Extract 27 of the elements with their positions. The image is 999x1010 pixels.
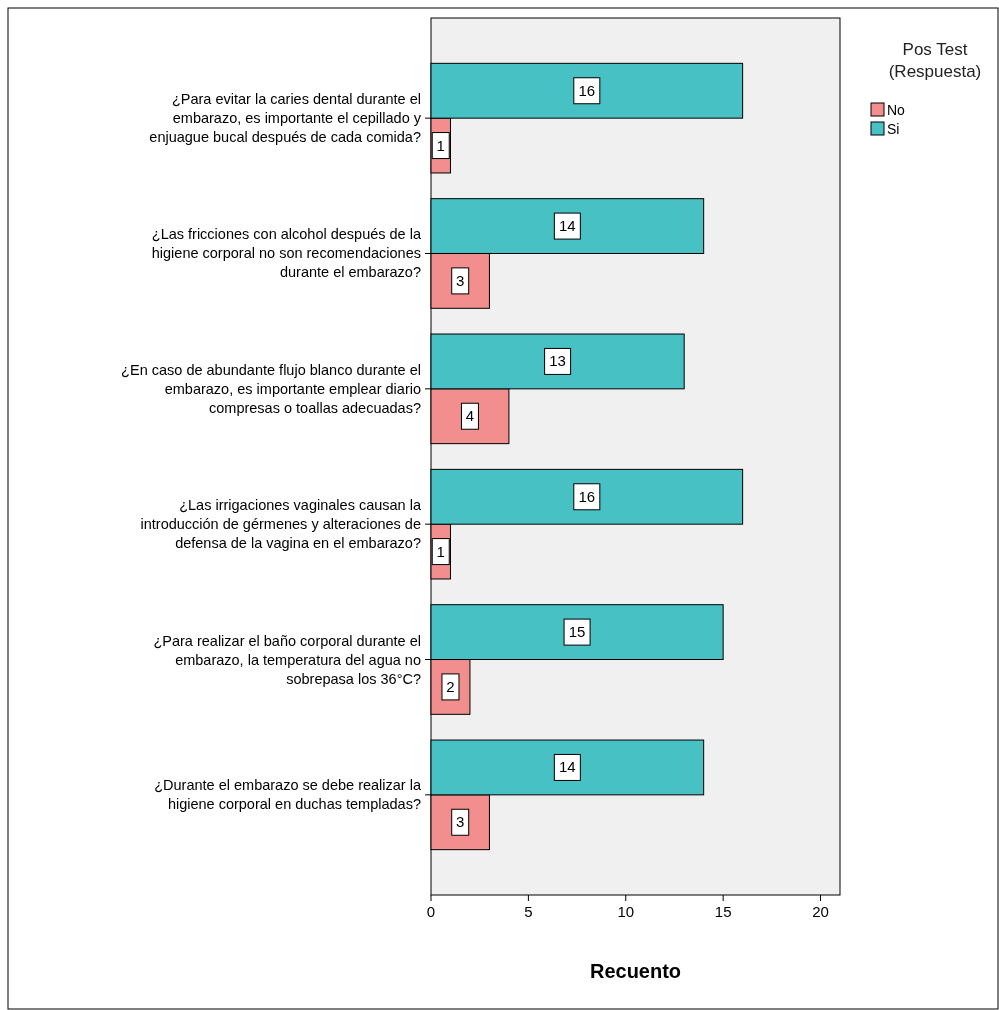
- data-label: 13: [549, 352, 566, 370]
- y-tick-label: ¿Para realizar el baño corporal durante el embarazo, la temperatura del agua no sobrepasa los 36°C?: [153, 632, 421, 687]
- x-tick-label: 20: [812, 903, 829, 920]
- y-tick-label: ¿Las irrigaciones vaginales causan la introducción de gérmenes y alteraciones de defensa de la vagina en el embarazo?: [140, 497, 422, 552]
- x-tick-label: 15: [714, 903, 732, 920]
- y-tick-label: ¿Las fricciones con alcohol después de la higiene corporal no son recomendaciones durante el embarazo?: [151, 226, 422, 281]
- data-label: 16: [578, 81, 596, 99]
- data-label: 15: [568, 623, 586, 641]
- legend-title: Pos Test (Respuesta): [888, 40, 982, 81]
- y-tick-label: ¿Durante el embarazo se debe realizar la higiene corporal en duchas templadas?: [154, 777, 422, 813]
- data-label: 4: [465, 407, 475, 425]
- y-tick-label: ¿En caso de abundante flujo blanco durante el embarazo, es importante emplear diario compresas o toallas adecuadas?: [121, 361, 421, 416]
- data-label: 14: [558, 217, 576, 235]
- y-tick-label: ¿Para evitar la caries dental durante el embarazo, es importante el cepillado y enjuague bucal después de cada comida?: [149, 91, 422, 146]
- x-axis-title: Recuento: [589, 960, 682, 982]
- legend-label: Si: [887, 121, 900, 137]
- x-tick-label: 5: [524, 903, 533, 920]
- data-label: 14: [558, 758, 576, 776]
- data-label: 1: [436, 136, 445, 154]
- data-label: 1: [436, 542, 445, 560]
- data-label: 2: [446, 677, 455, 695]
- x-tick-label: 10: [617, 903, 635, 920]
- legend-label: No: [887, 102, 906, 118]
- data-label: 3: [456, 271, 465, 289]
- data-label: 16: [578, 487, 596, 505]
- x-tick-label: 0: [426, 903, 436, 920]
- data-label: 3: [456, 813, 465, 831]
